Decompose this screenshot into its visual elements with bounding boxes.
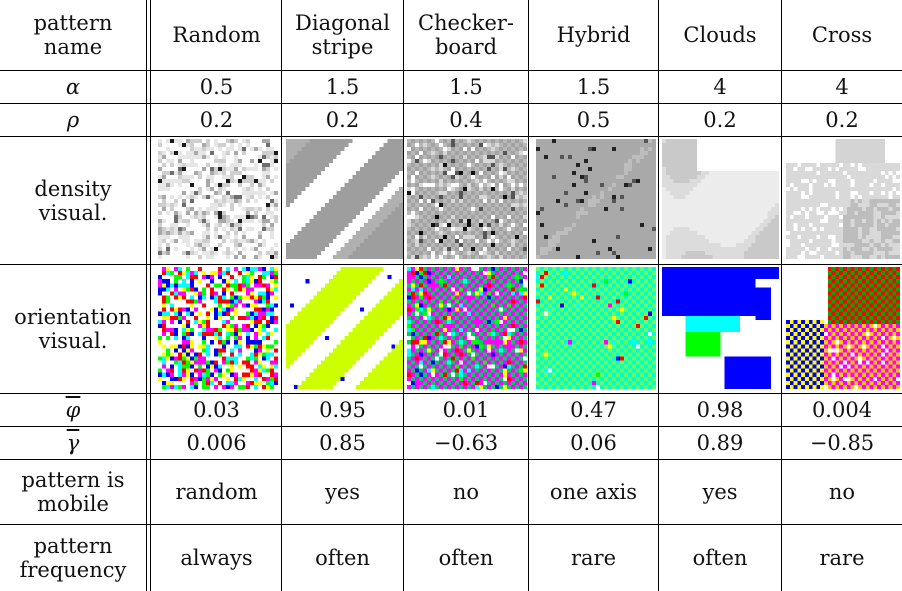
column-rule	[658, 0, 659, 591]
density-visual-clouds	[662, 139, 779, 259]
rho-value: 0.2	[325, 108, 360, 132]
column-rule	[281, 0, 282, 591]
row-rule	[0, 136, 902, 137]
row-rule	[0, 426, 902, 427]
alpha-value: 1.5	[576, 75, 611, 99]
row-rule	[0, 103, 902, 104]
column-rule-double	[146, 0, 147, 591]
gamma-value: −0.85	[809, 431, 875, 455]
header-hybrid: Hybrid	[529, 0, 658, 70]
phi-value: 0.98	[696, 398, 744, 422]
gamma-value: 0.06	[570, 431, 617, 455]
header-line: Checker-	[417, 11, 515, 35]
row-label-phi-bar: φ	[65, 398, 81, 422]
mobile-value: no	[452, 480, 480, 504]
row-label-line: mobile	[37, 492, 109, 516]
orientation-visual-checkerboard	[407, 267, 527, 389]
orientation-visual-cross	[786, 267, 900, 389]
orientation-visual-random	[158, 267, 278, 389]
alpha-value: 1.5	[325, 75, 360, 99]
frequency-value: often	[438, 546, 494, 570]
header-line: stripe	[311, 35, 374, 59]
row-label-alpha: α	[65, 75, 81, 99]
header-random: Random	[152, 0, 281, 70]
row-label-line: frequency	[19, 558, 127, 582]
rho-value: 0.2	[825, 108, 859, 132]
density-visual-checkerboard	[407, 139, 527, 259]
mobile-value: yes	[702, 480, 738, 504]
rho-value: 0.2	[703, 108, 737, 132]
column-rule	[781, 0, 782, 591]
row-label-line: density	[34, 176, 112, 201]
header-line: Hybrid	[556, 23, 631, 47]
alpha-value: 0.5	[199, 75, 234, 99]
density-visual-hybrid	[536, 139, 656, 259]
row-rule	[0, 70, 902, 71]
rho-value: 0.5	[576, 108, 611, 132]
phi-value: 0.47	[570, 398, 617, 422]
density-visual-random	[158, 139, 278, 259]
frequency-value: always	[180, 546, 253, 570]
row-label-line: visual.	[38, 200, 108, 225]
density-visual-cross	[786, 139, 900, 259]
mobile-value: no	[828, 480, 856, 504]
frequency-value: rare	[819, 546, 865, 570]
orientation-visual-diagonal-stripe	[286, 267, 403, 389]
alpha-value: 4	[713, 75, 727, 99]
gamma-value: 0.85	[319, 431, 366, 455]
row-rule	[0, 459, 902, 460]
rho-value: 0.2	[199, 108, 234, 132]
row-label-orientation-visual: orientation visual.	[0, 265, 146, 393]
row-label-line: pattern is	[21, 468, 125, 492]
row-rule	[0, 524, 902, 525]
row-label-pattern-frequency: pattern frequency	[0, 525, 146, 591]
phi-value: 0.004	[811, 398, 873, 422]
header-line: Random	[172, 23, 261, 47]
frequency-value: often	[692, 546, 748, 570]
mobile-value: one axis	[549, 480, 638, 504]
phi-value: 0.03	[193, 398, 240, 422]
row-label-density-visual: density visual.	[0, 137, 146, 264]
row-label-line: orientation	[14, 305, 132, 329]
alpha-value: 1.5	[449, 75, 483, 99]
row-label-line: name	[43, 35, 103, 59]
phi-value: 0.95	[319, 398, 366, 422]
rho-value: 0.4	[449, 108, 483, 132]
header-line: Diagonal	[295, 11, 390, 35]
row-label-line: pattern	[33, 534, 113, 558]
row-label-rho: ρ	[66, 108, 80, 132]
row-label-pattern-is-mobile: pattern is mobile	[0, 460, 146, 524]
row-rule	[0, 393, 902, 394]
orientation-visual-clouds	[662, 267, 779, 389]
row-label-pattern-name: pattern name	[0, 0, 146, 70]
header-line: board	[434, 35, 498, 59]
frequency-value: rare	[570, 546, 617, 570]
column-rule	[403, 0, 404, 591]
header-cross: Cross	[782, 0, 902, 70]
mobile-value: yes	[324, 480, 361, 504]
header-line: Clouds	[683, 23, 757, 47]
column-rule	[528, 0, 529, 591]
column-rule-double	[150, 0, 151, 591]
header-checkerboard: Checker- board	[404, 0, 528, 70]
phi-value: 0.01	[442, 398, 490, 422]
row-label-gamma-bar: γ	[66, 431, 80, 455]
alpha-value: 4	[835, 75, 849, 99]
header-clouds: Clouds	[659, 0, 781, 70]
density-visual-diagonal-stripe	[286, 139, 403, 259]
orientation-visual-hybrid	[536, 267, 656, 389]
row-label-line: visual.	[38, 329, 108, 353]
header-line: Cross	[811, 23, 873, 47]
gamma-value: −0.63	[433, 431, 499, 455]
gamma-value: 0.89	[696, 431, 744, 455]
row-label-line: pattern	[33, 11, 113, 35]
gamma-value: 0.006	[186, 431, 247, 455]
mobile-value: random	[175, 480, 258, 504]
frequency-value: often	[315, 546, 370, 570]
row-rule	[0, 264, 902, 265]
header-diagonal-stripe: Diagonal stripe	[282, 0, 403, 70]
